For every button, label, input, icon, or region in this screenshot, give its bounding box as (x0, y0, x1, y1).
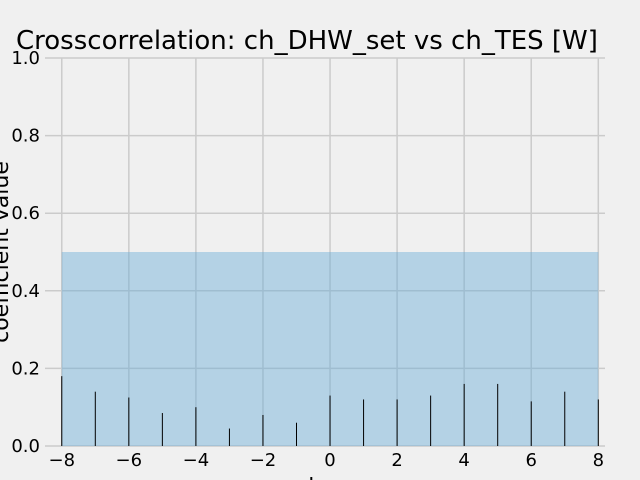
x-tick-label: 8 (593, 450, 604, 471)
x-tick-label: −4 (183, 450, 210, 471)
x-tick-label: 4 (458, 450, 469, 471)
y-tick-labels: 0.0 0.2 0.4 0.6 0.8 1.0 (11, 48, 40, 457)
x-tick-label: −8 (48, 450, 75, 471)
x-tick-label: 6 (526, 450, 537, 471)
grid-lines (45, 57, 605, 447)
y-tick-label: 1.0 (11, 48, 40, 69)
x-tick-label: −2 (250, 450, 277, 471)
y-axis-label: coefficient value (0, 161, 14, 343)
y-tick-label: 0.4 (11, 281, 40, 302)
y-tick-label: 0.8 (11, 126, 40, 147)
y-tick-label: 0.0 (11, 436, 40, 457)
y-tick-label: 0.6 (11, 203, 40, 224)
x-tick-labels: −8 −6 −4 −2 0 2 4 6 8 (48, 450, 604, 471)
x-tick-label: −6 (116, 450, 143, 471)
x-tick-label: 0 (324, 450, 335, 471)
x-axis-label: lag (308, 475, 342, 480)
chart-title: Crosscorrelation: ch_DHW_set vs ch_TES [… (16, 26, 598, 56)
correlation-stems (61, 376, 599, 446)
y-tick-label: 0.2 (11, 358, 40, 379)
x-tick-label: 2 (391, 450, 402, 471)
